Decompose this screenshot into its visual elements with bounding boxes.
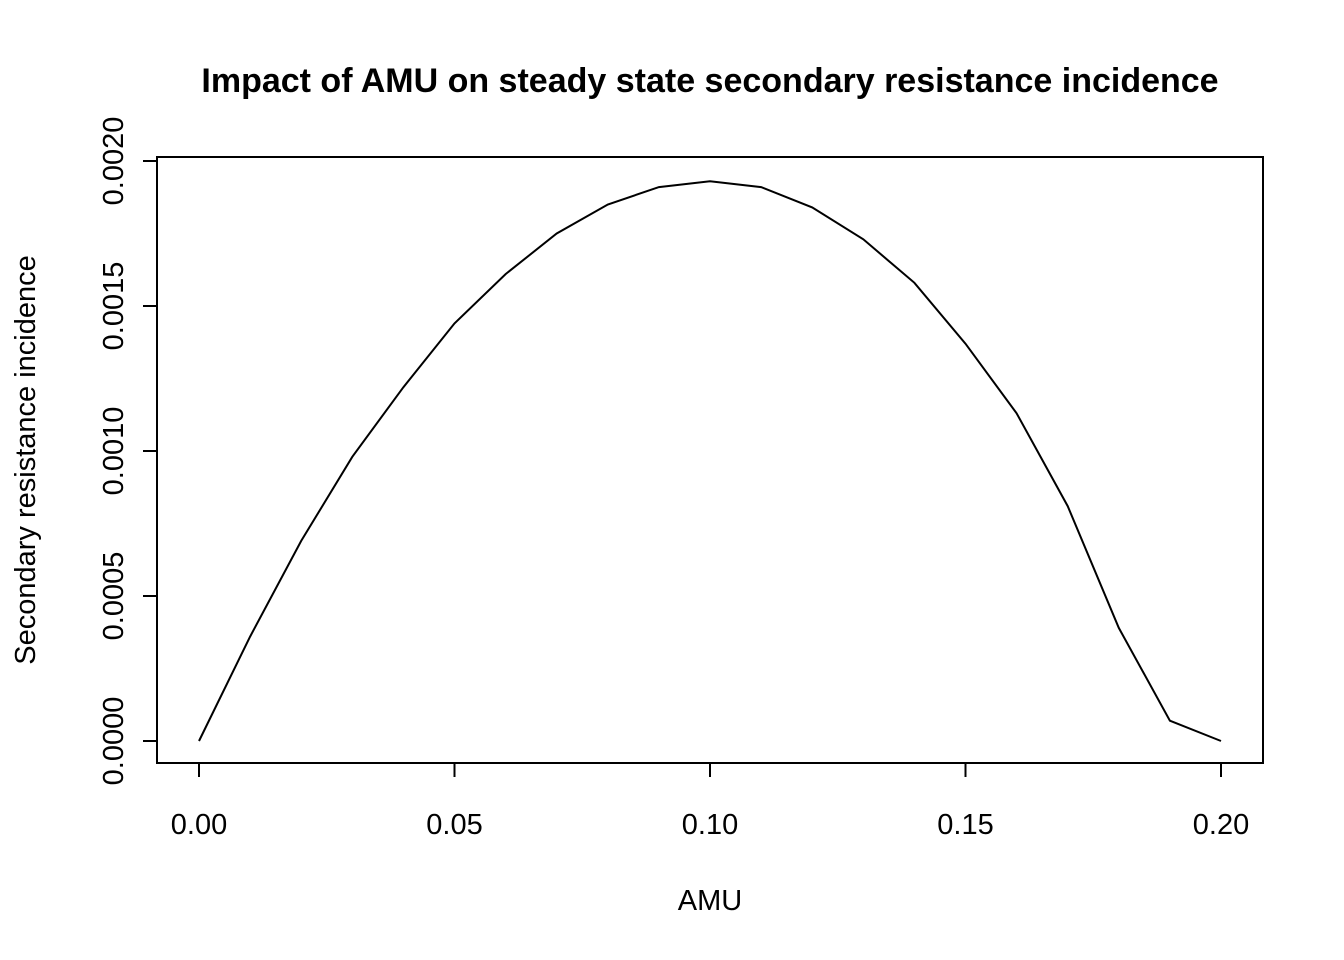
y-tick-label: 0.0015 [98,262,130,351]
y-tick-label: 0.0010 [98,407,130,496]
y-tick-label: 0.0005 [98,552,130,641]
x-axis-label: AMU [678,885,742,917]
x-tick-label: 0.00 [171,809,227,841]
plot-frame [156,156,1264,764]
x-tick-label: 0.20 [1193,809,1249,841]
x-axis: 0.00 0.05 0.10 0.15 0.20 [171,763,1249,841]
x-tick-label: 0.10 [682,809,738,841]
x-tick-label: 0.05 [426,809,482,841]
y-axis: 0.0000 0.0005 0.0010 0.0015 0.0020 [98,117,157,786]
x-tick-label: 0.15 [937,809,993,841]
series-line [198,180,1222,742]
chart-title: Impact of AMU on steady state secondary … [201,62,1218,100]
series-layer [198,180,1222,742]
y-tick-label: 0.0000 [98,697,130,786]
y-axis-label: Secondary resistance incidence [10,255,42,664]
y-tick-label: 0.0020 [98,117,130,206]
